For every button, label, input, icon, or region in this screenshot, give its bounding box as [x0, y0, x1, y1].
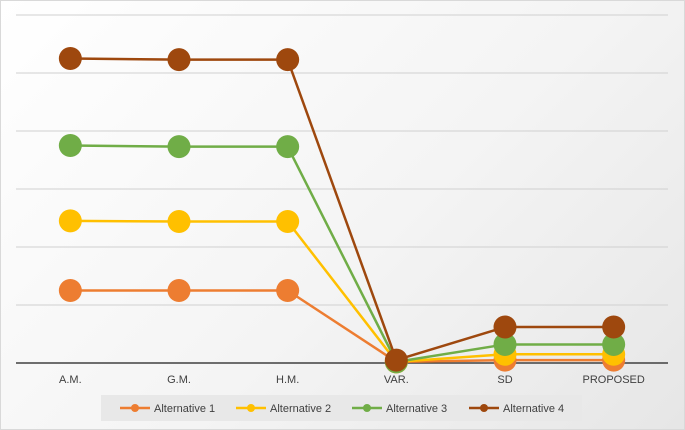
x-tick-label: VAR. [384, 374, 409, 386]
x-tick-label: A.M. [59, 374, 82, 386]
legend-label-3: Alternative 3 [386, 403, 447, 415]
x-tick-labels: A.M. G.M. H.M. VAR. SD PROPOSED [59, 374, 645, 386]
series-line-3 [70, 144, 614, 364]
data-point [167, 135, 191, 159]
data-point [493, 315, 517, 339]
data-point [58, 134, 82, 157]
data-point [384, 348, 408, 372]
legend-marker-3 [363, 404, 371, 412]
gridlines [16, 14, 668, 306]
x-tick-label: H.M. [276, 374, 299, 386]
data-point [167, 209, 191, 233]
series-line-2 [70, 219, 614, 364]
data-point [276, 135, 300, 159]
data-point [167, 279, 191, 302]
legend-label-1: Alternative 1 [154, 403, 215, 415]
series-line-1 [70, 289, 614, 364]
legend: Alternative 1 Alternative 2 Alternative 3 A… [120, 403, 564, 415]
legend-label-2: Alternative 2 [270, 403, 331, 415]
legend-label-4: Alternative 4 [503, 403, 564, 415]
data-point [58, 209, 82, 233]
data-point [276, 48, 300, 72]
legend-marker-1 [131, 404, 139, 412]
legend-background [101, 395, 582, 421]
legend-marker-4 [480, 404, 488, 412]
x-tick-label: PROPOSED [582, 374, 644, 386]
data-point [276, 209, 300, 233]
data-point [58, 47, 82, 70]
series-lines [70, 57, 614, 364]
data-point [58, 279, 82, 302]
legend-marker-2 [247, 404, 255, 412]
x-tick-label: G.M. [167, 374, 191, 386]
data-point [493, 332, 517, 356]
data-point [602, 315, 626, 339]
data-point [276, 279, 300, 302]
x-tick-label: SD [497, 374, 512, 386]
data-point [602, 332, 626, 356]
data-point [167, 48, 191, 72]
series-line-4 [70, 57, 614, 362]
series-points [58, 47, 626, 374]
